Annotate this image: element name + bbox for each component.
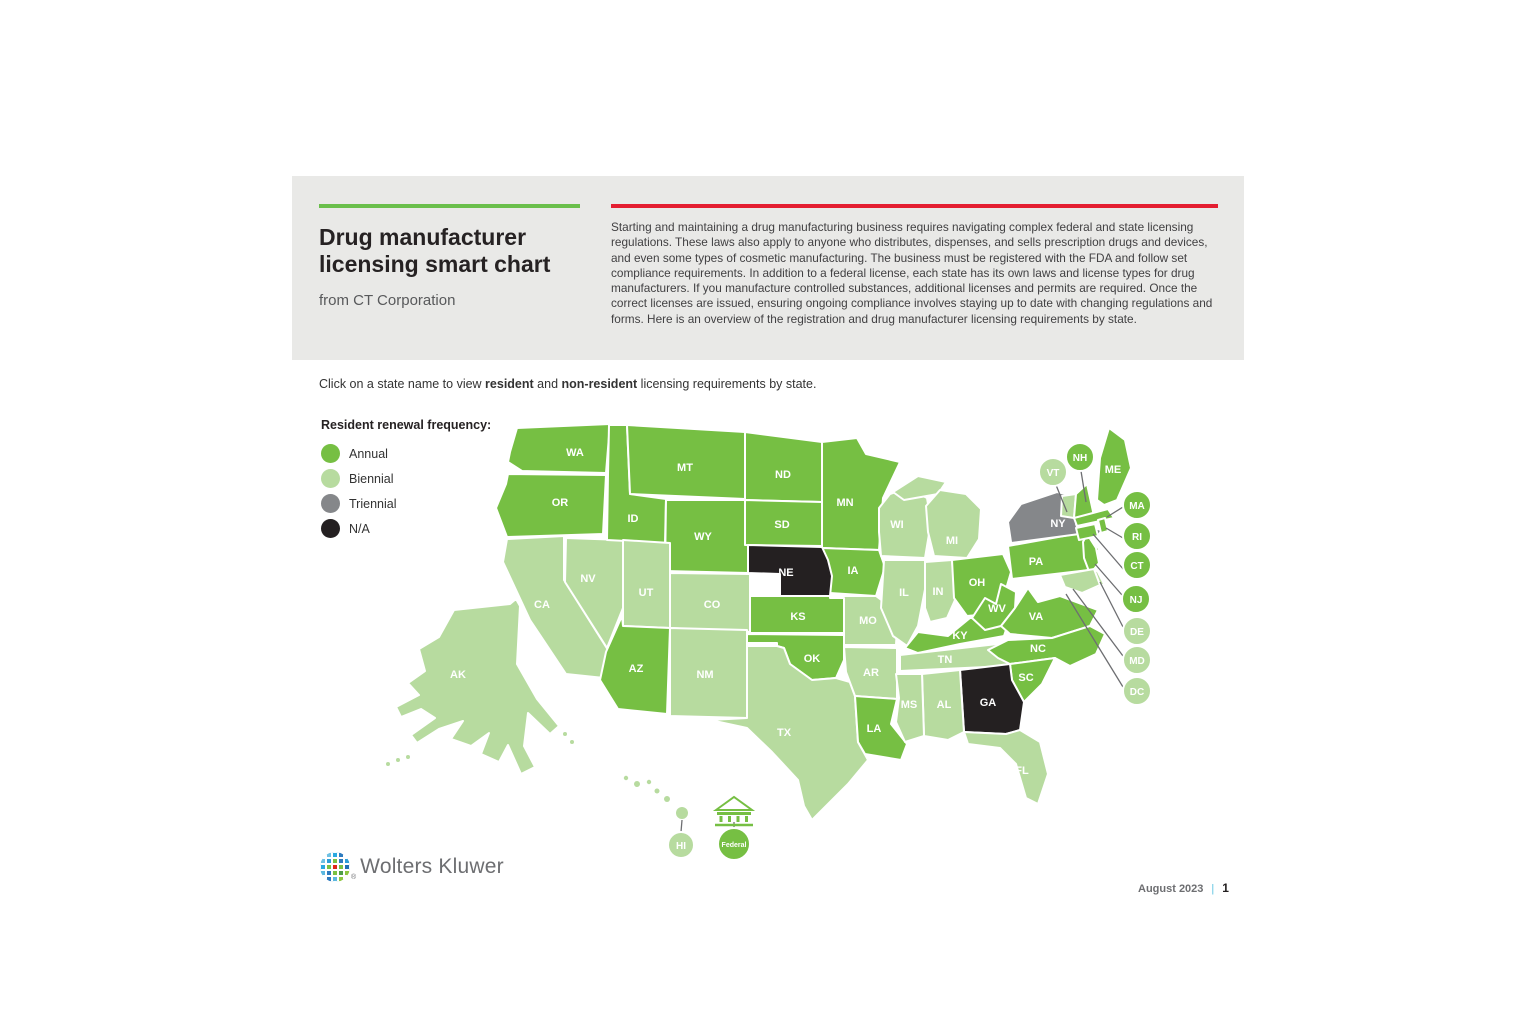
state-nm[interactable]: NM: [669, 627, 748, 719]
state-ks[interactable]: KS: [749, 595, 845, 634]
state-ct-shape[interactable]: [1075, 523, 1099, 541]
callout-line-nj: [1094, 563, 1123, 596]
instruction-prefix: Click on a state name to view: [319, 377, 486, 391]
state-nd[interactable]: ND: [744, 431, 823, 503]
state-circle-md[interactable]: MD: [1122, 645, 1152, 675]
state-ms[interactable]: MS: [895, 673, 925, 743]
state-me[interactable]: ME: [1096, 427, 1132, 506]
callout-line-de: [1099, 581, 1124, 628]
legend-item-biennial: Biennial: [321, 466, 491, 491]
green-accent-rule: [319, 204, 580, 208]
legend-dot-annual: [321, 444, 340, 463]
page-subtitle: from CT Corporation: [319, 292, 456, 309]
callout-line-hi: [680, 819, 683, 833]
state-in[interactable]: IN: [924, 559, 956, 623]
legend-dot-na: [321, 519, 340, 538]
state-circle-dc[interactable]: DC: [1122, 676, 1152, 706]
legend-item-annual: Annual: [321, 441, 491, 466]
footer-date: August 2023: [1138, 883, 1204, 895]
state-sd[interactable]: SD: [744, 499, 823, 547]
intro-paragraph: Starting and maintaining a drug manufact…: [611, 220, 1213, 326]
callout-line-dc: [1065, 593, 1124, 688]
legend-dot-triennial: [321, 494, 340, 513]
map-instruction: Click on a state name to view resident a…: [319, 377, 816, 391]
page-number: 1: [1222, 881, 1229, 895]
callout-line-ct: [1092, 533, 1125, 571]
state-al[interactable]: AL: [921, 669, 965, 741]
state-circle-hi[interactable]: HI: [667, 831, 695, 859]
callout-line-vt: [1055, 484, 1068, 513]
state-circle-federal[interactable]: Federal: [717, 827, 751, 861]
us-map: WA OR CA NV ID MT WY UT CO AZ NM ND SD M…: [360, 412, 1160, 882]
state-ut[interactable]: UT: [622, 539, 671, 629]
state-circle-de[interactable]: DE: [1122, 616, 1152, 646]
callout-lines: [680, 470, 1125, 833]
callout-line-md: [1072, 588, 1124, 657]
footer-separator: |: [1211, 883, 1215, 895]
callout-line-ri: [1105, 527, 1124, 539]
federal-building-icon: [712, 795, 756, 827]
callout-line-ma: [1106, 506, 1124, 518]
wolters-kluwer-mosaic-icon: [320, 852, 350, 882]
state-circle-ct[interactable]: CT: [1122, 550, 1152, 580]
page-footer-meta: August 2023 | 1: [1138, 881, 1229, 895]
state-ma-shape[interactable]: [1073, 508, 1115, 527]
instruction-suffix: licensing requirements by state.: [637, 377, 817, 391]
state-wy[interactable]: WY: [664, 499, 749, 574]
state-circle-vt[interactable]: VT: [1038, 457, 1068, 487]
state-hi-islands: [623, 775, 688, 819]
wolters-kluwer-logo: ® Wolters Kluwer: [320, 852, 504, 882]
state-co[interactable]: CO: [669, 572, 751, 633]
legend-item-na: N/A: [321, 516, 491, 541]
instruction-resident: resident: [485, 377, 534, 391]
page-title: Drug manufacturer licensing smart chart: [319, 224, 551, 277]
legend: Resident renewal frequency: Annual Bienn…: [321, 418, 491, 541]
callout-line-nh: [1080, 470, 1087, 503]
state-circle-nj[interactable]: NJ: [1121, 584, 1151, 614]
state-md-shape[interactable]: [1059, 568, 1101, 594]
state-circle-ma[interactable]: MA: [1122, 490, 1152, 520]
registered-mark: ®: [351, 874, 357, 881]
legend-title: Resident renewal frequency:: [321, 418, 492, 432]
red-accent-rule: [611, 204, 1218, 208]
legend-item-triennial: Triennial: [321, 491, 491, 516]
state-ri-shape[interactable]: [1097, 517, 1109, 534]
state-ne[interactable]: NE: [747, 544, 833, 597]
state-circle-nh[interactable]: NH: [1065, 442, 1095, 472]
instruction-mid: and: [533, 377, 562, 391]
state-fl[interactable]: FL: [963, 729, 1049, 805]
state-or[interactable]: OR: [495, 473, 607, 538]
state-wa[interactable]: WA: [507, 423, 611, 474]
state-mi[interactable]: MI: [892, 475, 982, 559]
state-mt[interactable]: MT: [626, 424, 746, 500]
legend-dot-biennial: [321, 469, 340, 488]
instruction-non-resident: non-resident: [561, 377, 638, 391]
state-circle-ri[interactable]: RI: [1122, 521, 1152, 551]
brand-name: Wolters Kluwer: [360, 855, 504, 878]
